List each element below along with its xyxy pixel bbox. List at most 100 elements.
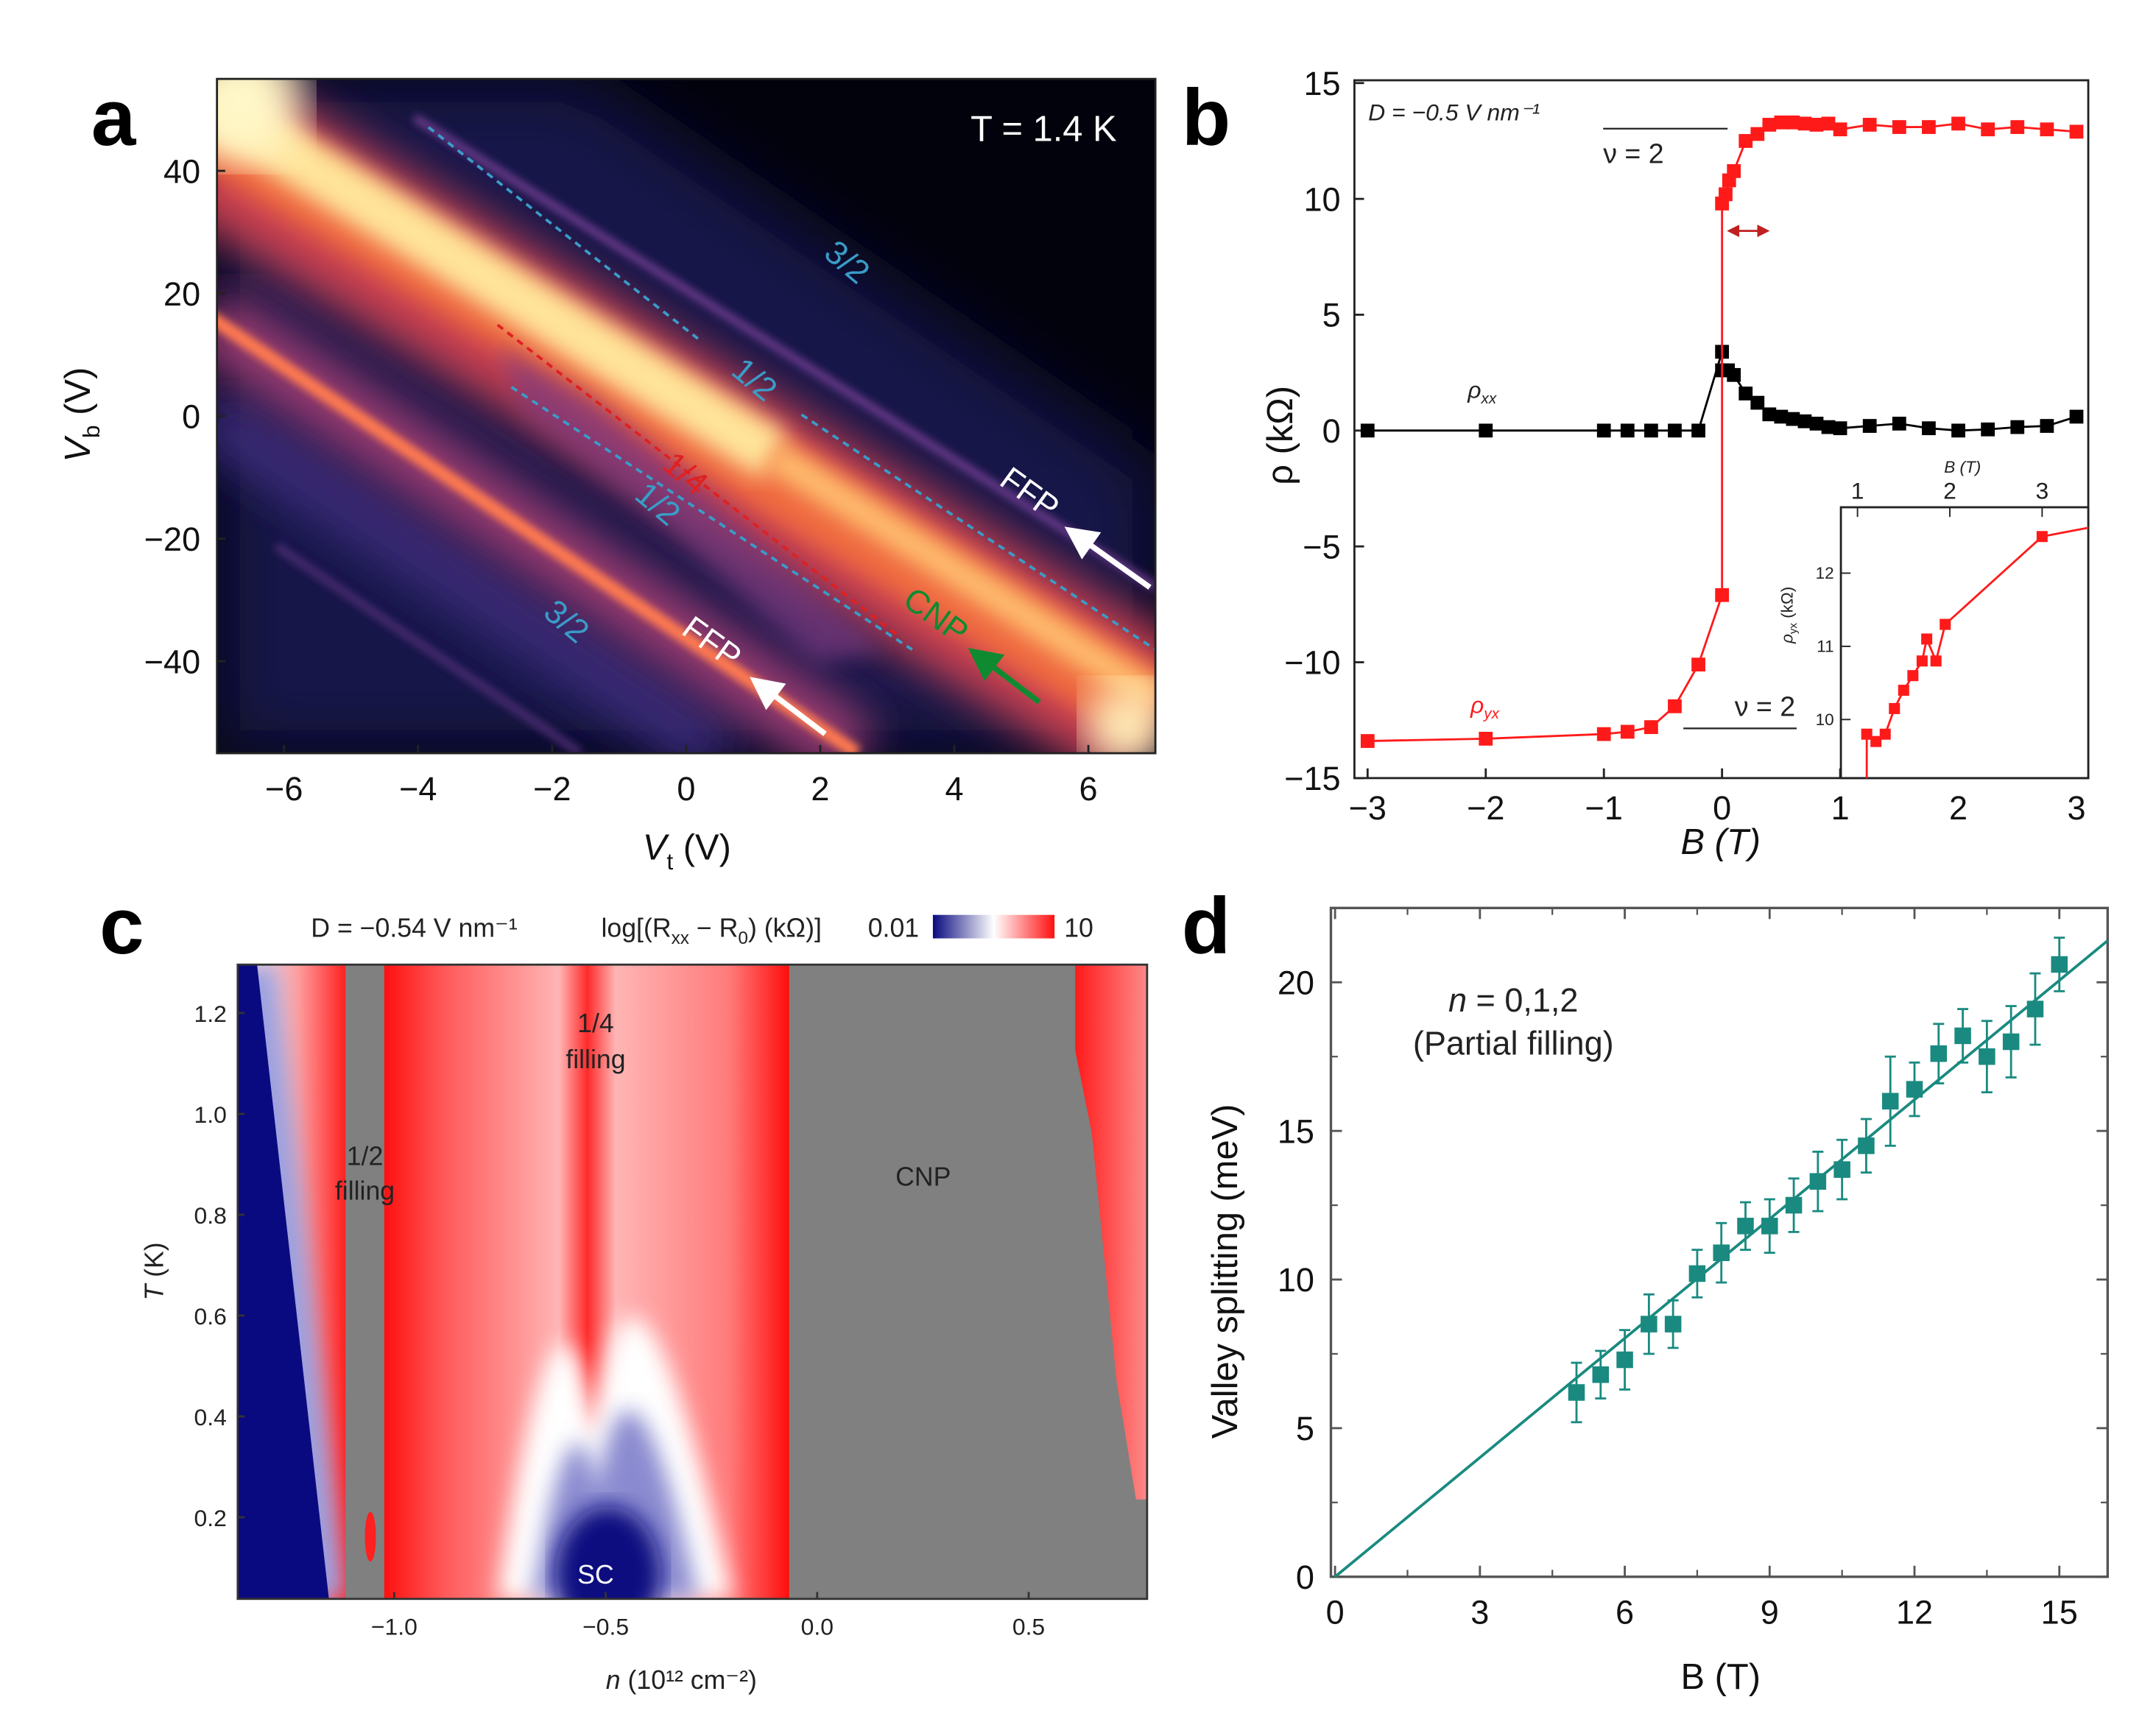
panel-d-frame	[1329, 906, 2109, 1578]
y-tick-label: −20	[144, 521, 200, 558]
data-point	[1641, 1316, 1657, 1333]
rho-xx-point	[1738, 387, 1753, 400]
x-tick-label: 0	[1713, 789, 1731, 827]
y-tick-label: −10	[1284, 644, 1340, 682]
data-point	[1713, 1244, 1730, 1261]
dashed-guide-1-2-upper	[800, 413, 1156, 651]
panel-d-xlabel: B (T)	[1681, 1657, 1761, 1697]
partial-filling-label: (Partial filling)	[1413, 1024, 1614, 1062]
rho-yx-point	[1892, 120, 1906, 134]
x-tick-label: 12	[1896, 1594, 1933, 1631]
cnp-arrow	[968, 647, 1041, 705]
y-tick-label: 5	[1296, 1410, 1314, 1447]
data-point	[1592, 1366, 1610, 1383]
data-point-with-errorbar	[1954, 1008, 1971, 1064]
data-point-with-errorbar	[1737, 1201, 1754, 1252]
x-tick-label: −6	[265, 770, 303, 808]
data-point	[1568, 1384, 1585, 1401]
rho-yx-point	[1596, 727, 1611, 741]
field-label-b: D = −0.5 V nm⁻¹	[1368, 99, 1540, 125]
label-half-filling-2: filling	[335, 1176, 395, 1205]
panel-b-ylabel: ρ (kΩ)	[1261, 386, 1300, 485]
rho-xx-point	[2040, 419, 2054, 433]
x-tick-label: −1.0	[371, 1614, 418, 1640]
y-tick-label: 10	[1304, 180, 1341, 218]
rho-xx-point	[1833, 421, 1847, 436]
x-tick-label: 4	[945, 770, 963, 808]
x-tick-label: 0.5	[1012, 1614, 1045, 1640]
data-point	[1761, 1218, 1778, 1235]
data-point	[1785, 1196, 1803, 1214]
rho-xx-point	[1620, 423, 1635, 438]
data-point-with-errorbar	[1858, 1118, 1875, 1174]
x-tick-label: 0	[1326, 1594, 1345, 1631]
data-point	[1616, 1351, 1633, 1369]
panel-a-heatmap	[216, 79, 1156, 754]
y-tick-label: 1.2	[194, 1001, 226, 1027]
data-point-with-errorbar	[2026, 972, 2044, 1046]
x-tick-label: 6	[1079, 770, 1098, 808]
panel-c-heatmap	[237, 964, 1147, 1599]
rho-yx-point	[1668, 699, 1682, 713]
rho-yx-point	[1922, 120, 1936, 134]
nu2-label-top: ν = 2	[1603, 138, 1663, 169]
rho-xx-point	[1762, 407, 1777, 422]
dashed-guide-1-2-lower	[510, 386, 913, 651]
inset-x-tick-label: 1	[1851, 478, 1864, 504]
x-tick-label: 9	[1761, 1594, 1779, 1631]
x-tick-label: 6	[1616, 1594, 1634, 1631]
data-point	[1906, 1081, 1923, 1098]
data-point-with-errorbar	[1979, 1020, 1995, 1094]
panel-a-ylabel: Vb (V)	[58, 367, 105, 462]
colorbar-min: 0.01	[868, 914, 919, 943]
inset-point	[1889, 702, 1900, 714]
x-tick-label: 15	[2041, 1594, 2078, 1631]
rho-xx-point	[2069, 409, 2084, 424]
rho-yx-point	[1833, 122, 1847, 137]
inset-point	[1930, 655, 1942, 667]
x-tick-label: 1	[1831, 789, 1850, 827]
data-point-with-errorbar	[1592, 1349, 1610, 1400]
rho-xx-point	[1644, 423, 1658, 438]
inset-xlabel: B (T)	[1944, 458, 1981, 476]
y-tick-label: 0	[1296, 1559, 1314, 1596]
panel-d-ylabel: Valley splitting (meV)	[1205, 1104, 1245, 1439]
inset-point	[1921, 633, 1933, 645]
y-tick-label: 0.8	[194, 1202, 226, 1229]
nu2-label-bottom: ν = 2	[1735, 691, 1795, 721]
data-point	[1881, 1093, 1899, 1110]
data-point-with-errorbar	[1809, 1150, 1827, 1213]
inset-point	[1907, 670, 1919, 682]
rho-xx-point	[1479, 423, 1493, 438]
inset-point	[2036, 531, 2048, 543]
data-point-with-errorbar	[1568, 1361, 1585, 1424]
data-point	[1954, 1027, 1971, 1045]
label-cnp-c: CNP	[895, 1162, 951, 1192]
x-tick-label: 2	[1949, 789, 1967, 827]
rho-xx-point	[1951, 423, 1965, 438]
data-point	[1688, 1265, 1706, 1282]
y-tick-label: 20	[1278, 964, 1314, 1001]
data-point-with-errorbar	[1881, 1055, 1899, 1147]
x-tick-label: −2	[1467, 789, 1504, 827]
rho-yx-point	[1774, 115, 1789, 130]
y-tick-label: 1.0	[194, 1101, 226, 1128]
data-point	[1979, 1048, 1995, 1065]
rho-xx-point	[1668, 423, 1682, 438]
data-point-with-errorbar	[1833, 1138, 1850, 1201]
data-point-with-errorbar	[2051, 936, 2068, 992]
rho-xx-point	[2010, 420, 2025, 434]
data-point	[2002, 1033, 2020, 1051]
label-sc: SC	[577, 1560, 614, 1589]
x-tick-label: −3	[1349, 789, 1387, 827]
rho-yx-point	[1479, 732, 1493, 746]
label-half-filling-1: 1/2	[347, 1141, 384, 1171]
data-point	[1664, 1316, 1682, 1333]
data-point-with-errorbar	[1664, 1299, 1682, 1349]
rho-yx-point	[1821, 116, 1836, 131]
rho-xx-point	[1892, 417, 1906, 431]
colorbar-max: 10	[1064, 914, 1093, 943]
y-tick-label: −5	[1303, 528, 1340, 565]
rho-yx-point	[1951, 116, 1965, 131]
rho-xx-point	[1797, 414, 1812, 428]
